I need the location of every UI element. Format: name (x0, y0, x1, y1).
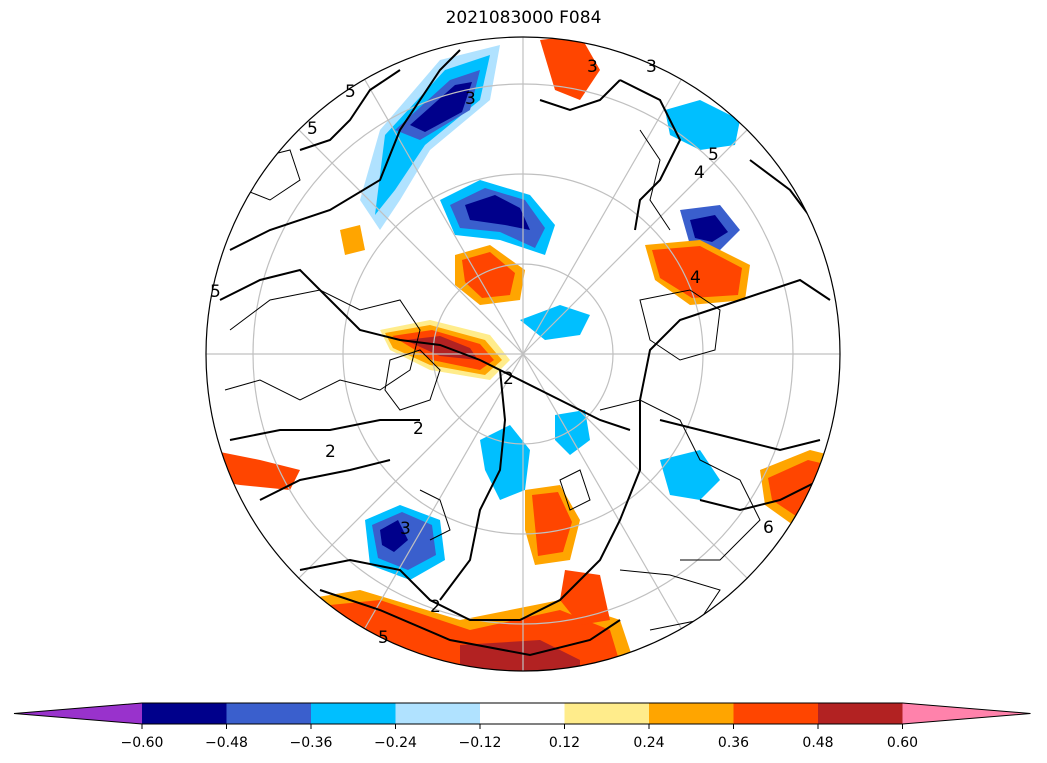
contour-label: 2 (325, 442, 336, 462)
colorbar-tick-label: 0.48 (802, 735, 834, 751)
positive-anomaly-region (652, 246, 742, 298)
positive-anomaly-region (532, 492, 572, 556)
contour-label: 3 (465, 89, 476, 109)
colorbar-bin (395, 703, 481, 724)
positive-anomaly-region (340, 225, 365, 255)
colorbar-tick-label: −0.12 (458, 735, 502, 751)
negative-anomaly-region (380, 520, 408, 552)
contour-label: 5 (210, 282, 221, 302)
contour-label: 5 (345, 82, 356, 102)
colorbar-bin (142, 703, 227, 724)
negative-anomaly-region (410, 82, 472, 132)
colorbar-bin (649, 703, 734, 724)
shaded-field (206, 37, 840, 671)
colorbar-tick-label: −0.24 (374, 735, 417, 751)
positive-anomaly-region (462, 252, 515, 298)
colorbar-tick-label: 0.12 (548, 735, 581, 751)
contour-label: 2 (503, 369, 514, 389)
colorbar-bin (311, 703, 396, 724)
negative-anomaly-region (555, 410, 590, 455)
contour-label: 2 (413, 419, 424, 439)
positive-anomaly-region (540, 37, 600, 100)
colorbar-tick-label: 0.36 (717, 735, 750, 751)
contour-label: 4 (690, 268, 701, 288)
colorbar (13, 702, 1031, 729)
graticule (206, 37, 840, 671)
colorbar-tick-label: 0.60 (886, 735, 919, 751)
contour-label: 5 (307, 119, 318, 139)
negative-anomaly-region (465, 195, 530, 230)
map-title: 2021083000 F084 (445, 8, 602, 28)
colorbar-tick-label: −0.36 (289, 735, 333, 751)
positive-anomaly-region (560, 570, 610, 625)
colorbar-bin (818, 703, 903, 724)
colorbar-tick-label: −0.60 (120, 735, 164, 751)
contour-label: 6 (763, 518, 774, 538)
contour-label: 2 (430, 597, 441, 617)
colorbar-extend-low (14, 703, 142, 724)
contour-label: 4 (694, 163, 705, 183)
contour-label: 3 (587, 57, 598, 77)
colorbar-tick-label: 0.24 (633, 735, 665, 751)
contour-label: 3 (400, 519, 411, 539)
contour-label: 5 (708, 145, 719, 165)
colorbar-bin (733, 703, 819, 724)
colorbar-bin (564, 703, 650, 724)
negative-anomaly-region (690, 215, 728, 242)
contour-label: 3 (646, 57, 657, 77)
map-boundary (205, 36, 841, 672)
colorbar-bin (226, 703, 312, 724)
colorbar-tick-label: −0.48 (205, 735, 248, 751)
colorbar-extend-high (902, 703, 1031, 724)
colorbar-bin (480, 703, 565, 724)
